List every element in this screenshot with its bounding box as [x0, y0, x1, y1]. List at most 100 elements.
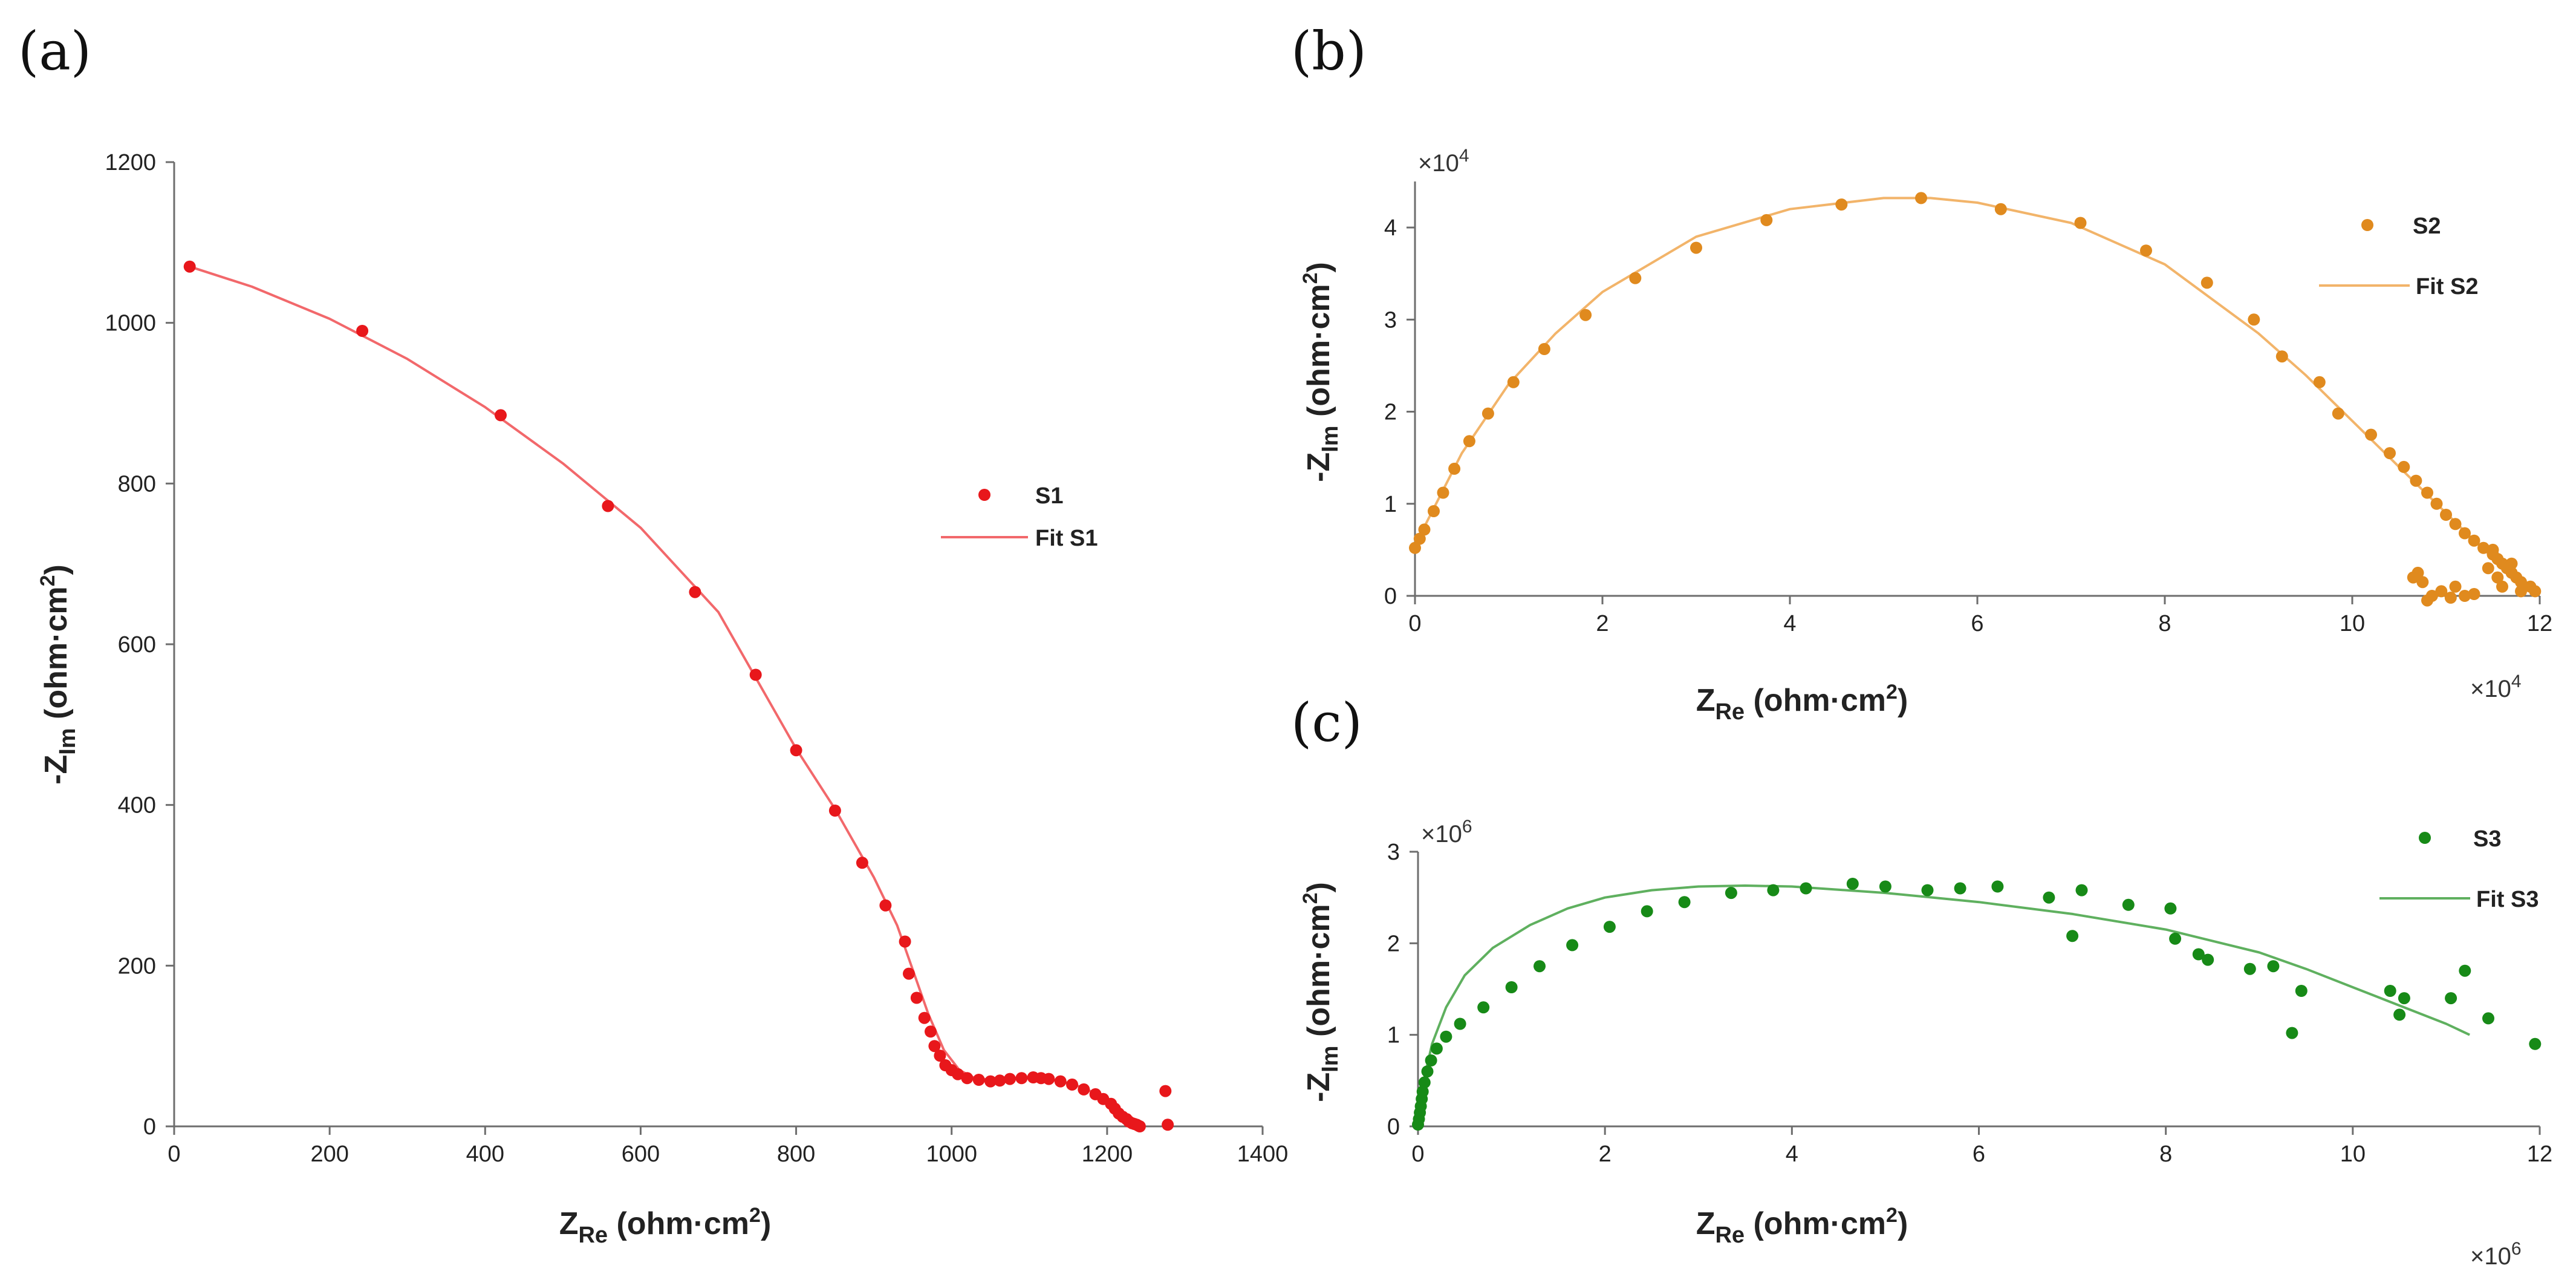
x-tick-label: 8: [2159, 1141, 2172, 1167]
data-point-s3: [2286, 1027, 2298, 1039]
data-point-s2: [1482, 407, 1494, 420]
data-point-s3: [2267, 960, 2280, 973]
data-point-s2: [1915, 192, 1927, 204]
fit-line-fit-s1: [189, 265, 1139, 1126]
data-point-s1: [1042, 1073, 1055, 1085]
panel-b-x-axis-title: ZRe (ohm·cm2): [1696, 681, 1908, 725]
x-tick-label: 800: [777, 1141, 815, 1167]
x-tick-label: 12: [2527, 611, 2552, 636]
data-point-s1: [1015, 1072, 1028, 1085]
data-point-s3: [1421, 1065, 1434, 1078]
data-point-s1: [790, 744, 802, 757]
data-point-s2: [1437, 486, 1449, 499]
data-point-s2: [1448, 462, 1461, 475]
data-point-s2: [2365, 428, 2377, 441]
data-point-s2: [2421, 486, 2433, 499]
x-tick-label: 6: [1971, 611, 1983, 636]
data-point-s2: [2444, 592, 2457, 604]
data-point-s3: [1454, 1017, 1466, 1030]
data-point-s3: [1954, 882, 1966, 895]
legend-marker-s3: [2419, 832, 2431, 844]
x-tick-label: 200: [310, 1141, 348, 1167]
data-point-s2: [2487, 543, 2499, 556]
data-point-s2: [2416, 576, 2429, 589]
data-point-s3: [2202, 953, 2214, 966]
panel-b-y-multiplier: ×104: [1418, 146, 1469, 177]
data-point-s3: [2169, 932, 2182, 945]
data-point-s3: [2393, 1008, 2406, 1021]
x-tick-label: 0: [168, 1141, 180, 1167]
panel-c-y-multiplier: ×106: [1421, 817, 1472, 848]
data-point-s1: [934, 1050, 946, 1062]
data-point-s1: [903, 967, 915, 980]
y-tick-label: 4: [1384, 215, 1397, 241]
data-point-s3: [2398, 992, 2410, 1005]
data-point-s2: [2505, 557, 2518, 570]
data-point-s1: [899, 935, 911, 948]
x-tick-label: 6: [1973, 1141, 1985, 1167]
data-point-s2: [2477, 541, 2490, 554]
panel-a-label: (a): [18, 20, 91, 82]
y-tick-label: 3: [1384, 307, 1397, 333]
data-point-s3: [2043, 891, 2055, 904]
data-point-s2: [1413, 532, 1426, 545]
data-point-s3: [1800, 882, 1812, 895]
panel-b-label: (b): [1291, 20, 1367, 82]
data-point-s3: [1846, 878, 1859, 890]
panel-b-legend: S2 Fit S2: [2319, 214, 2478, 299]
panel-c-y-axis-title: -ZIm (ohm·cm2): [1299, 882, 1343, 1102]
y-tick-label: 3: [1387, 840, 1400, 865]
legend-label-s1: S1: [1035, 483, 1063, 509]
data-point-s3: [2122, 898, 2135, 911]
legend-label-fit-s1: Fit S1: [1035, 526, 1098, 551]
panel-a-fit-line: [189, 265, 1139, 1126]
data-point-s1: [495, 409, 507, 422]
data-point-s1: [689, 586, 701, 598]
y-tick-label: 0: [1387, 1114, 1400, 1140]
data-point-s2: [2313, 376, 2326, 388]
y-tick-label: 400: [118, 793, 156, 818]
data-point-s2: [1463, 435, 1475, 448]
legend-label-s2: S2: [2413, 214, 2441, 239]
x-tick-label: 8: [2158, 611, 2171, 636]
data-point-s3: [2445, 992, 2457, 1005]
data-point-s1: [856, 857, 868, 869]
data-point-s2: [2468, 534, 2480, 547]
data-point-s3: [1921, 884, 1934, 897]
data-point-s2: [2496, 580, 2508, 593]
data-point-s3: [1440, 1030, 1452, 1043]
data-point-s2: [1690, 241, 1702, 254]
data-point-s3: [2075, 884, 2088, 897]
data-point-s2: [2449, 518, 2462, 531]
data-point-s2: [2410, 474, 2422, 487]
data-point-s3: [2066, 930, 2079, 942]
panel-b-fit-line: [1414, 197, 2531, 592]
data-point-s1: [828, 805, 841, 817]
data-point-s3: [1678, 896, 1691, 909]
x-tick-label: 10: [2340, 1141, 2366, 1167]
data-point-s3: [2295, 985, 2308, 997]
data-point-s2: [1835, 198, 1848, 211]
panel-a-legend: S1 Fit S1: [941, 483, 1098, 551]
data-point-s2: [1579, 309, 1592, 321]
data-point-s1: [994, 1074, 1006, 1087]
x-tick-label: 0: [1408, 611, 1421, 636]
panel-a-points: [183, 260, 1174, 1132]
x-tick-label: 1400: [1237, 1141, 1289, 1167]
data-point-s3: [1767, 884, 1780, 897]
panel-c-legend: S3 Fit S3: [2379, 826, 2539, 912]
fit-line-fit-s3: [1417, 884, 2470, 1127]
data-point-s2: [2529, 585, 2542, 598]
x-tick-label: 600: [622, 1141, 660, 1167]
data-point-s1: [972, 1074, 985, 1086]
data-point-s2: [2440, 509, 2452, 521]
y-tick-label: 1: [1384, 492, 1397, 517]
data-point-s1: [918, 1011, 931, 1024]
data-point-s2: [2515, 585, 2527, 598]
legend-label-fit-s3: Fit S3: [2476, 887, 2539, 912]
data-point-s2: [2407, 571, 2419, 584]
x-tick-label: 4: [1786, 1141, 1798, 1167]
data-point-s3: [1603, 921, 1616, 933]
